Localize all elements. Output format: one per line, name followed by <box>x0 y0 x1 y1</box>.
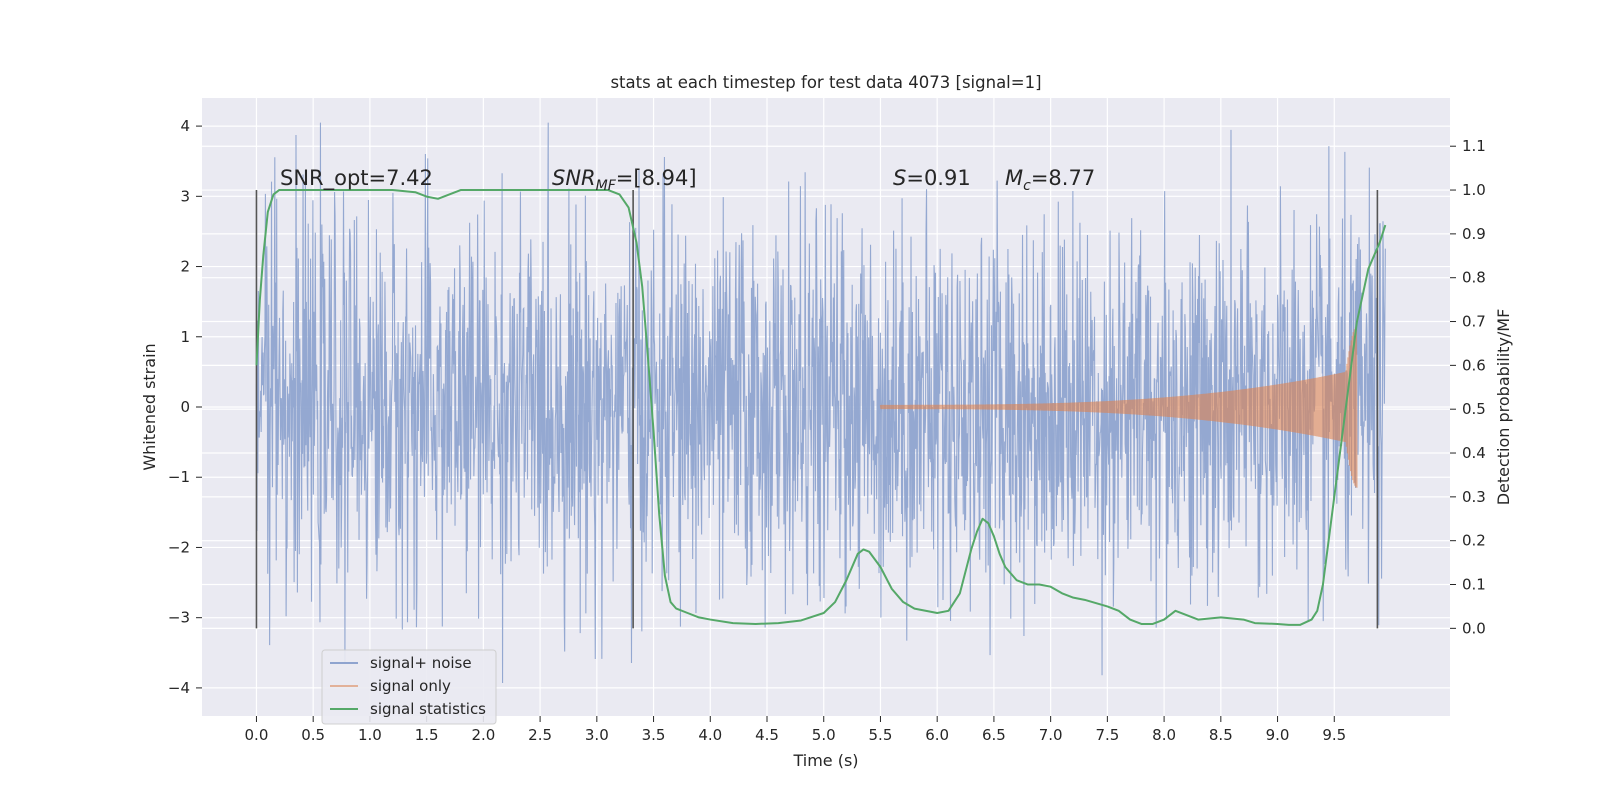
x-tick-label: 8.0 <box>1152 726 1176 744</box>
y-right-tick-label: 0.7 <box>1462 313 1486 331</box>
y-right-axis-label: Detection probability/MF <box>1494 309 1513 506</box>
legend-label-signal-only: signal only <box>370 677 451 695</box>
y-left-tick-label: 4 <box>180 117 190 135</box>
y-right-axis-ticks: 1.1 1.0 0.9 0.8 0.7 0.6 0.5 0.4 0.3 0.2 0.1 0.0 <box>1450 137 1486 637</box>
annotation-snr-mf-base: SNR <box>552 166 596 190</box>
annotation-snr-mf-sub: MF <box>596 178 617 194</box>
x-tick-label: 4.0 <box>698 726 722 744</box>
legend: signal+ noise signal only signal statist… <box>321 649 497 725</box>
y-right-tick-label: 1.1 <box>1462 137 1486 155</box>
x-tick-label: 6.0 <box>925 726 949 744</box>
y-right-tick-label: 0.1 <box>1462 576 1486 594</box>
statistics-line <box>255 189 1387 626</box>
x-tick-label: 0.5 <box>301 726 325 744</box>
y-left-tick-label: 2 <box>180 258 190 276</box>
signal-statistics-series <box>255 189 1387 626</box>
y-right-tick-label: 0.6 <box>1462 356 1486 374</box>
x-tick-label: 3.0 <box>585 726 609 744</box>
x-tick-label: 3.5 <box>642 726 666 744</box>
y-left-tick-label: −3 <box>168 609 190 627</box>
y-right-tick-label: 0.9 <box>1462 225 1486 243</box>
y-left-tick-label: 1 <box>180 328 190 346</box>
x-tick-label: 2.0 <box>471 726 495 744</box>
noise-series <box>255 122 1386 683</box>
annotation-mc-value: =8.77 <box>1031 166 1095 190</box>
y-right-tick-label: 0.8 <box>1462 269 1486 287</box>
x-tick-label: 7.5 <box>1095 726 1119 744</box>
y-left-tick-label: 3 <box>180 187 190 205</box>
annotation-snr-mf-value: =[8.94] <box>616 166 697 190</box>
signal-only-series <box>879 326 1358 488</box>
x-tick-label: 1.5 <box>415 726 439 744</box>
y-right-tick-label: 0.0 <box>1462 619 1486 637</box>
y-right-tick-label: 0.5 <box>1462 400 1486 418</box>
x-tick-label: 0.0 <box>245 726 269 744</box>
annotation-mc-sub: c <box>1023 178 1031 194</box>
x-tick-label: 5.0 <box>812 726 836 744</box>
y-right-tick-label: 0.2 <box>1462 532 1486 550</box>
annotation-mc: Mc=8.77 <box>1005 166 1095 194</box>
x-tick-label: 9.5 <box>1322 726 1346 744</box>
x-tick-label: 4.5 <box>755 726 779 744</box>
y-right-tick-label: 0.3 <box>1462 488 1486 506</box>
annotation-s: S=0.91 <box>893 166 971 190</box>
y-left-tick-label: −4 <box>168 679 190 697</box>
y-left-axis-label: Whitened strain <box>140 343 159 470</box>
x-tick-label: 8.5 <box>1209 726 1233 744</box>
signal-only-trace <box>879 326 1358 488</box>
vertical-markers <box>255 190 1379 629</box>
annotation-s-value: =0.91 <box>906 166 970 190</box>
y-right-tick-label: 0.4 <box>1462 444 1486 462</box>
y-left-tick-label: −1 <box>168 468 190 486</box>
x-tick-label: 9.0 <box>1266 726 1290 744</box>
y-right-tick-label: 1.0 <box>1462 181 1486 199</box>
y-left-axis-ticks: 4 3 2 1 0 −1 −2 −3 −4 <box>168 117 202 697</box>
x-tick-label: 1.0 <box>358 726 382 744</box>
annotation-mc-base: M <box>1005 166 1023 190</box>
y-left-tick-label: 0 <box>180 398 190 416</box>
chart-title: stats at each timestep for test data 407… <box>610 73 1041 92</box>
legend-box <box>321 649 497 725</box>
x-tick-label: 7.0 <box>1039 726 1063 744</box>
y-left-tick-label: −2 <box>168 538 190 556</box>
legend-label-noise: signal+ noise <box>370 654 472 672</box>
annotation-snr-opt: SNR_opt=7.42 <box>280 166 433 191</box>
x-axis-label: Time (s) <box>792 751 858 770</box>
x-tick-label: 6.5 <box>982 726 1006 744</box>
annotation-snr-mf: SNRMF=[8.94] <box>552 166 697 194</box>
annotation-s-sym: S <box>893 166 906 190</box>
legend-label-statistics: signal statistics <box>370 700 486 718</box>
x-tick-label: 5.5 <box>869 726 893 744</box>
x-tick-label: 2.5 <box>528 726 552 744</box>
noise-trace <box>255 122 1386 683</box>
x-axis-ticks: 0.0 0.5 1.0 1.5 2.0 2.5 3.0 3.5 4.0 4.5 5.0 5.5 6.0 6… <box>245 716 1346 744</box>
